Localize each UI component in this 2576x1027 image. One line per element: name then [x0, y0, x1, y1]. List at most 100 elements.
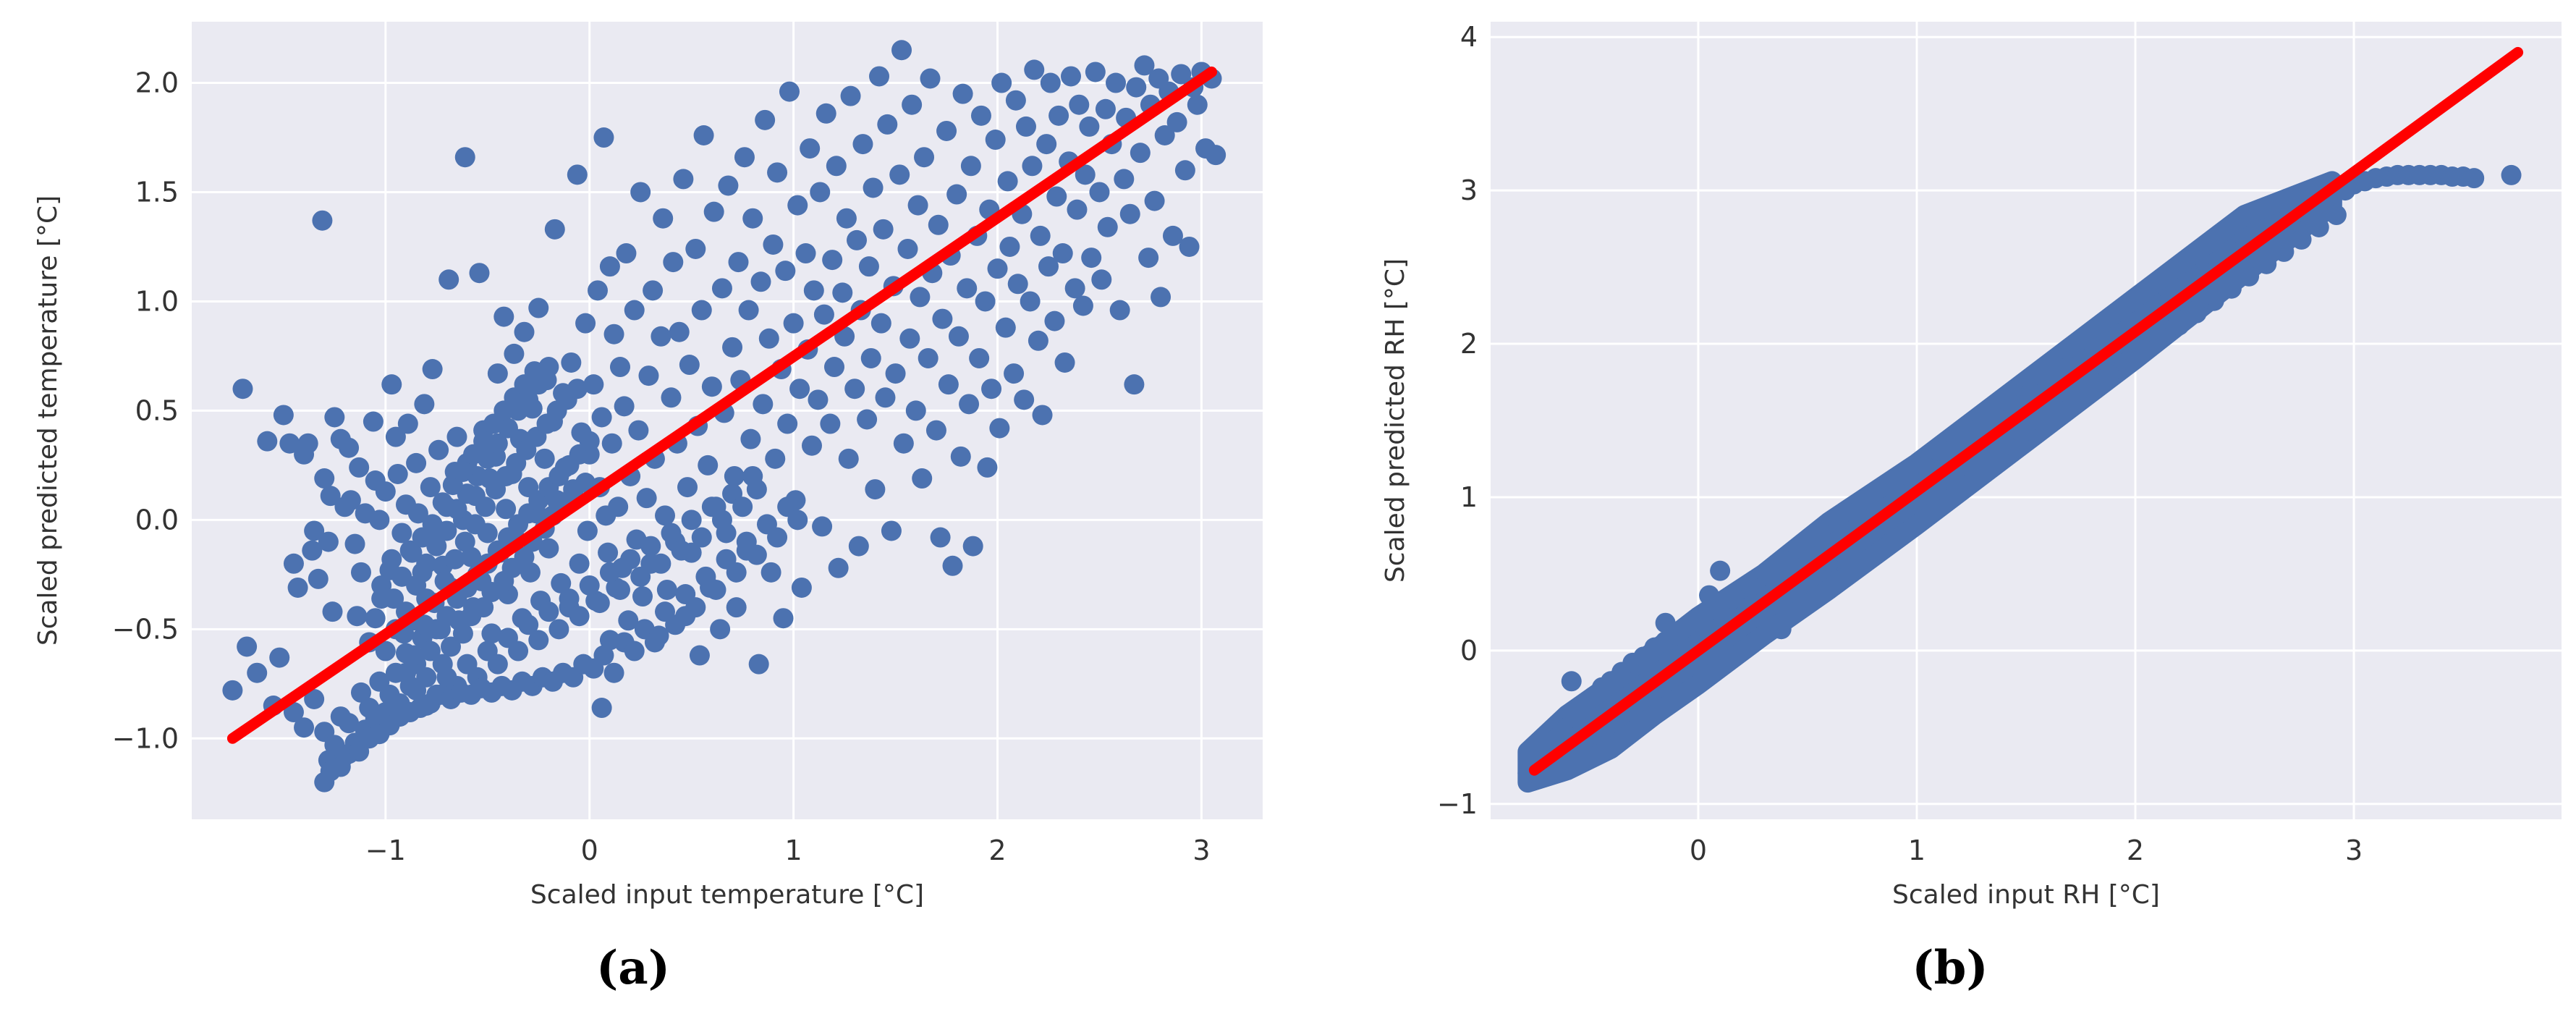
scatter-point: [551, 572, 572, 593]
scatter-point: [930, 527, 951, 548]
scatter-point: [2464, 168, 2485, 189]
scatter-point: [920, 68, 941, 89]
scatter-point: [518, 614, 539, 635]
scatter-point: [618, 610, 639, 631]
scatter-point: [496, 499, 517, 520]
scatter-point: [422, 359, 443, 380]
scatter-point: [952, 83, 973, 104]
y-tick-label: 1.0: [135, 285, 179, 317]
scatter-point: [677, 477, 698, 498]
scatter-point: [653, 208, 674, 229]
scatter-point: [640, 536, 661, 557]
scatter-point: [734, 147, 755, 168]
scatter-point: [948, 326, 969, 347]
scatter-point: [753, 394, 774, 415]
scatter-point: [630, 566, 651, 587]
scatter-point: [1967, 419, 1988, 440]
scatter-point: [925, 420, 946, 441]
scatter-point: [661, 523, 682, 544]
scatter-point: [2011, 422, 2032, 443]
scatter-point: [385, 426, 406, 447]
scatter-point: [710, 619, 731, 640]
scatter-point: [740, 428, 761, 449]
scatter-point: [1134, 55, 1155, 76]
scatter-point: [1710, 560, 1731, 581]
scatter-point: [603, 324, 624, 345]
scatter-point: [661, 387, 682, 408]
scatter-point: [452, 623, 473, 644]
scatter-point: [742, 465, 763, 486]
scatter-point: [1699, 585, 1720, 606]
scatter-point: [603, 662, 624, 683]
scatter-point: [860, 347, 881, 368]
scatter-point: [1206, 145, 1226, 166]
scatter-point: [748, 654, 769, 675]
x-tick-label: 1: [1908, 834, 1925, 866]
scatter-point: [673, 169, 694, 190]
scatter-point: [406, 452, 427, 473]
scatter-point: [344, 533, 365, 554]
scatter-point: [1174, 160, 1195, 181]
scatter-point: [1052, 243, 1073, 264]
scatter-point: [928, 214, 949, 235]
scatter-point: [987, 258, 1008, 279]
scatter-point: [1097, 216, 1118, 237]
scatter-point: [946, 184, 967, 205]
scatter-point: [487, 654, 508, 675]
scatter-point: [598, 542, 619, 563]
scatter-point: [493, 306, 514, 327]
scatter-point: [1032, 405, 1053, 426]
scatter-point: [375, 641, 396, 662]
scatter-point: [534, 448, 555, 469]
scatter-point: [1081, 248, 1102, 269]
scatter-point: [1723, 588, 1744, 609]
scatter-point: [624, 641, 645, 662]
scatter-point: [800, 138, 821, 159]
x-tick-label: −1: [365, 834, 406, 866]
scatter-point: [407, 503, 428, 524]
scatter-point: [914, 147, 935, 168]
scatter-point: [469, 263, 490, 284]
y-axis-label: Scaled predicted temperature [°C]: [33, 195, 63, 646]
scatter-point: [628, 420, 649, 441]
scatter-point: [1069, 94, 1090, 115]
scatter-point: [975, 291, 996, 312]
scatter-point: [1154, 124, 1175, 145]
scatter-point: [1710, 600, 1731, 621]
regression-line: [1528, 46, 2524, 776]
scatter-point: [1130, 143, 1151, 164]
scatter-point: [569, 606, 590, 627]
scatter-point: [938, 374, 959, 395]
scatter-point: [1144, 190, 1165, 211]
scatter-point: [587, 280, 608, 301]
scatter-point: [420, 641, 441, 662]
scatter-point: [847, 229, 868, 250]
scatter-point: [936, 120, 957, 141]
scatter-point: [711, 510, 732, 531]
scatter-point: [758, 328, 779, 349]
scatter-point: [524, 361, 545, 382]
scatter-point: [810, 182, 831, 203]
scatter-point: [593, 127, 614, 148]
scatter-point: [803, 280, 824, 301]
y-tick-label: 1: [1460, 481, 1478, 513]
scatter-point: [567, 379, 588, 400]
scatter-point: [783, 313, 804, 334]
scatter-point: [1072, 295, 1093, 316]
scatter-point: [569, 553, 590, 574]
scatter-point: [1040, 72, 1061, 93]
scatter-point: [663, 252, 684, 273]
scatter-point: [777, 413, 798, 434]
scatter-point: [960, 156, 981, 177]
scatter-point: [820, 413, 841, 434]
scatter-point: [222, 680, 243, 701]
scatter-chart-rh: 0 1 2 3 −1 0 1 2 3 4 Scaled input RH [°C] Scaled pr…: [1381, 21, 2562, 910]
scatter-point: [651, 326, 671, 347]
scatter-point: [1863, 490, 1884, 511]
scatter-point: [1044, 310, 1065, 331]
scatter-point: [685, 238, 706, 259]
scatter-point: [728, 252, 749, 273]
scatter-point: [1038, 256, 1059, 277]
scatter-point: [2046, 401, 2067, 422]
scatter-point: [2256, 253, 2277, 274]
